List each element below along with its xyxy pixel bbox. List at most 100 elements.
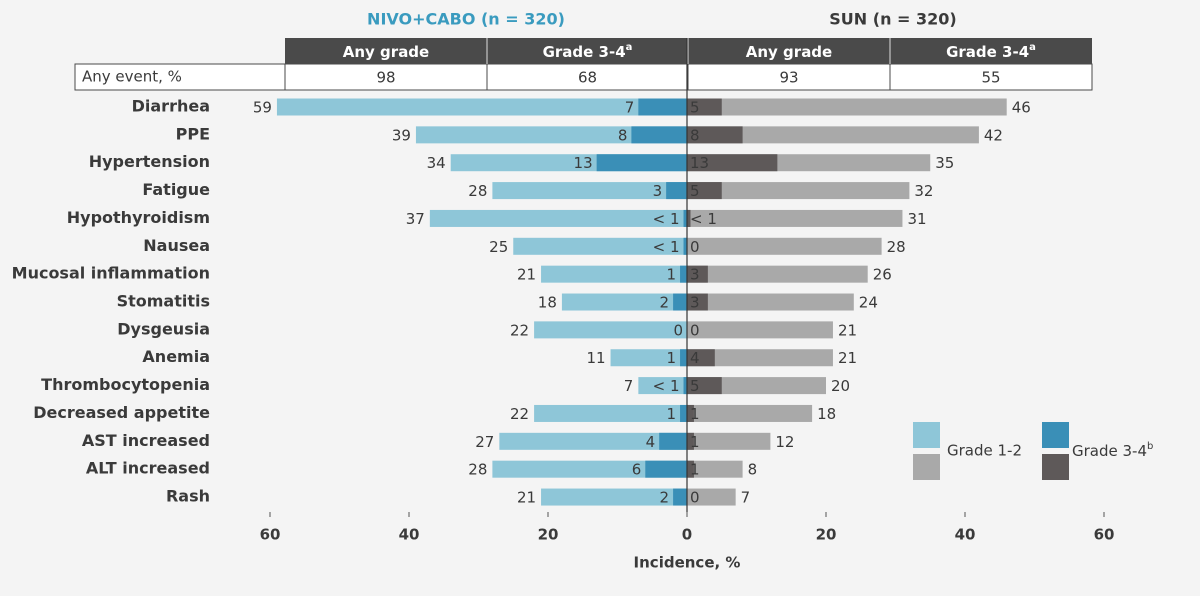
value-label: 18 <box>817 405 836 423</box>
value-label: 8 <box>690 126 700 144</box>
bar <box>687 293 854 311</box>
bar <box>687 98 1007 116</box>
bar <box>687 237 882 255</box>
bar <box>638 377 687 395</box>
bar <box>673 488 687 506</box>
value-label: 12 <box>775 433 794 451</box>
value-label: 4 <box>690 349 700 367</box>
bar <box>687 488 736 506</box>
value-label: 1 <box>690 433 700 451</box>
category-label: Decreased appetite <box>33 403 210 422</box>
column-label: Any grade <box>343 43 429 61</box>
legend-name: Grade 3-4 <box>1072 442 1147 460</box>
bar <box>687 209 903 227</box>
bar <box>680 404 687 422</box>
legend-swatch <box>913 454 940 480</box>
value-label: 6 <box>632 461 642 479</box>
table-column-header: Any grade <box>746 43 832 61</box>
bar <box>687 154 778 172</box>
category-label: Thrombocytopenia <box>41 375 210 394</box>
bar <box>680 349 687 367</box>
column-label: Grade 3-4 <box>946 43 1029 61</box>
value-label: < 1 <box>690 210 717 228</box>
bar <box>541 265 687 283</box>
value-label: 1 <box>667 266 677 284</box>
value-label: 34 <box>427 154 446 172</box>
value-label: 37 <box>406 210 425 228</box>
value-label: 0 <box>690 489 700 507</box>
category-label: Mucosal inflammation <box>12 264 210 283</box>
table-column-header: Grade 3-4a <box>946 42 1036 61</box>
bar <box>687 265 708 283</box>
value-label: 8 <box>618 126 628 144</box>
table-column-header: Grade 3-4a <box>543 42 633 61</box>
bar <box>687 126 979 144</box>
footnote-mark: a <box>1029 42 1036 53</box>
value-label: 7 <box>624 377 634 395</box>
value-label: 27 <box>475 433 494 451</box>
bar <box>687 265 868 283</box>
bar <box>687 377 722 395</box>
legend-swatch <box>1042 454 1069 480</box>
bar <box>513 237 687 255</box>
value-label: 21 <box>517 489 536 507</box>
value-label: 13 <box>690 154 709 172</box>
x-tick-label: 40 <box>955 526 976 544</box>
value-label: 3 <box>653 182 663 200</box>
value-label: 2 <box>660 294 670 312</box>
category-label: Rash <box>166 487 210 506</box>
value-label: 13 <box>574 154 593 172</box>
value-label: 21 <box>838 321 857 339</box>
value-label: 1 <box>690 405 700 423</box>
bar <box>673 293 687 311</box>
bar <box>683 377 687 395</box>
value-label: 31 <box>907 210 926 228</box>
column-label: Grade 3-4 <box>543 43 626 61</box>
x-axis-title: Incidence, % <box>634 554 741 572</box>
table-cell: 68 <box>578 69 597 87</box>
table-column-header: Any grade <box>343 43 429 61</box>
legend-swatch <box>913 422 940 448</box>
category-label: Nausea <box>143 236 210 255</box>
value-label: 3 <box>690 294 700 312</box>
bar <box>687 126 743 144</box>
bar <box>687 460 743 478</box>
bar <box>687 209 691 227</box>
bar <box>687 404 694 422</box>
x-tick-label: 20 <box>816 526 837 544</box>
bar <box>687 182 722 200</box>
column-label: Any grade <box>746 43 832 61</box>
value-label: < 1 <box>653 377 680 395</box>
category-label: Hypothyroidism <box>67 208 210 227</box>
bar <box>683 237 687 255</box>
value-label: 0 <box>690 238 700 256</box>
value-label: 4 <box>646 433 656 451</box>
footnote-mark: b <box>1147 441 1153 452</box>
category-label: AST increased <box>82 431 210 450</box>
bar <box>687 321 833 339</box>
value-label: 0 <box>673 321 683 339</box>
value-label: 11 <box>586 349 605 367</box>
group-title: SUN (n = 320) <box>829 10 956 29</box>
value-label: 28 <box>468 182 487 200</box>
value-label: 21 <box>838 349 857 367</box>
category-label: Anemia <box>142 347 210 366</box>
value-label: 59 <box>253 99 272 117</box>
value-label: 21 <box>517 266 536 284</box>
bar <box>492 182 687 200</box>
category-label: Stomatitis <box>117 292 210 311</box>
value-label: 32 <box>914 182 933 200</box>
bar <box>666 182 687 200</box>
bar <box>534 321 687 339</box>
value-label: 35 <box>935 154 954 172</box>
bar <box>534 404 687 422</box>
value-label: 28 <box>887 238 906 256</box>
bar <box>687 293 708 311</box>
bar <box>687 404 813 422</box>
value-label: 5 <box>690 99 700 117</box>
value-label: 24 <box>859 294 878 312</box>
value-label: 1 <box>690 461 700 479</box>
value-label: 18 <box>538 294 557 312</box>
x-tick-label: 60 <box>1094 526 1115 544</box>
